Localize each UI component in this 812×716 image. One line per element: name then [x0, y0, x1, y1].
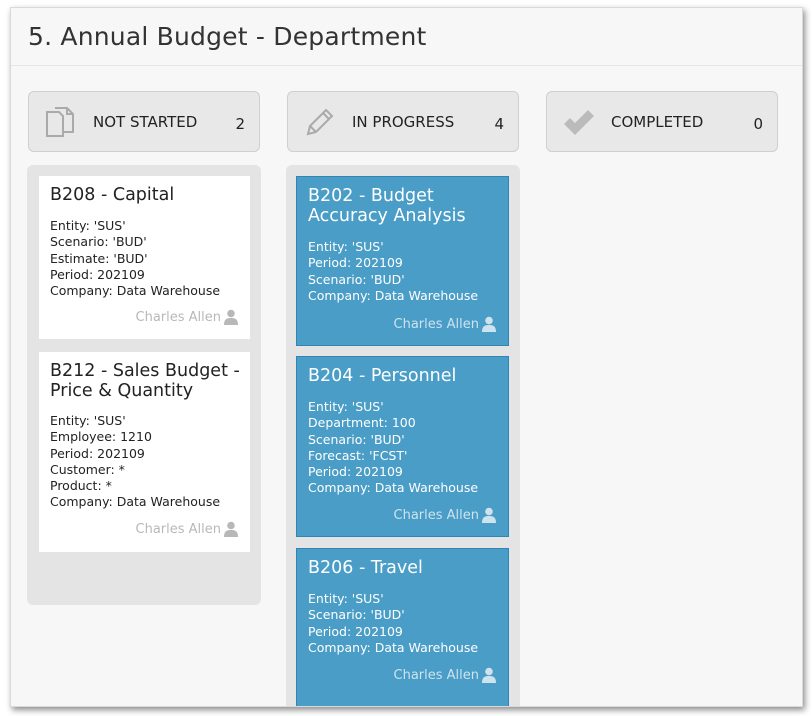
lane-not-started: B208 - Capital Entity: 'SUS' Scenario: '… [27, 165, 261, 605]
card-fields: Entity: 'SUS' Department: 100 Scenario: … [308, 399, 478, 497]
card-field: Entity: 'SUS' [308, 239, 384, 254]
column-header-completed[interactable]: COMPLETED 0 [546, 91, 778, 152]
checkmark-icon [564, 110, 594, 135]
card-field: Customer: * [50, 461, 125, 477]
card-field: Scenario: 'BUD' [308, 607, 405, 623]
user-icon [482, 667, 496, 683]
user-icon [224, 521, 238, 537]
owner-name: Charles Allen [393, 667, 480, 683]
card-field: Forecast: 'FCST' [308, 447, 408, 463]
user-icon [482, 507, 496, 523]
card-field: Company: Data Warehouse [50, 283, 221, 299]
column-count: 0 [753, 115, 763, 133]
task-card[interactable]: B202 - Budget Accuracy Analysis Entity: … [296, 176, 509, 346]
card-owner[interactable]: Charles Allen [393, 667, 496, 683]
card-field: Scenario: 'BUD' [308, 271, 405, 287]
card-owner[interactable]: Charles Allen [135, 309, 238, 325]
card-field: Period: 202109 [308, 464, 403, 480]
owner-name: Charles Allen [135, 521, 222, 537]
column-count: 4 [494, 115, 504, 133]
card-field: Company: Data Warehouse [308, 639, 479, 655]
lane-in-progress: B202 - Budget Accuracy Analysis Entity: … [286, 165, 520, 706]
card-field: Entity: 'SUS' [50, 413, 126, 428]
card-fields: Entity: 'SUS' Scenario: 'BUD' Period: 20… [308, 591, 478, 656]
card-field: Product: * [50, 478, 112, 494]
pencil-icon [306, 108, 334, 136]
card-title: B202 - Budget Accuracy Analysis [308, 186, 466, 226]
task-card[interactable]: B204 - Personnel Entity: 'SUS' Departmen… [296, 356, 509, 537]
column-label: IN PROGRESS [352, 113, 455, 131]
card-field: Company: Data Warehouse [308, 480, 479, 496]
column-label: NOT STARTED [93, 113, 198, 131]
card-fields: Entity: 'SUS' Period: 202109 Scenario: '… [308, 239, 478, 304]
card-field: Period: 202109 [50, 266, 145, 282]
card-field: Scenario: 'BUD' [50, 234, 147, 250]
card-field: Scenario: 'BUD' [308, 431, 405, 447]
card-field: Company: Data Warehouse [50, 494, 221, 510]
column-header-not-started[interactable]: NOT STARTED 2 [28, 91, 260, 152]
task-card[interactable]: B206 - Travel Entity: 'SUS' Scenario: 'B… [296, 548, 509, 706]
card-title: B204 - Personnel [308, 366, 457, 386]
column-count: 2 [235, 115, 245, 133]
card-owner[interactable]: Charles Allen [393, 507, 496, 523]
title-divider [11, 65, 802, 66]
card-owner[interactable]: Charles Allen [135, 521, 238, 537]
user-icon [224, 309, 238, 325]
page-title: 5. Annual Budget - Department [28, 22, 427, 51]
card-field: Entity: 'SUS' [308, 591, 384, 606]
card-fields: Entity: 'SUS' Employee: 1210 Period: 202… [50, 413, 220, 511]
task-card[interactable]: B212 - Sales Budget - Price & Quantity E… [39, 352, 250, 552]
card-fields: Entity: 'SUS' Scenario: 'BUD' Estimate: … [50, 218, 220, 299]
card-field: Company: Data Warehouse [308, 287, 479, 303]
card-title: B206 - Travel [308, 558, 423, 578]
owner-name: Charles Allen [135, 309, 222, 325]
task-card[interactable]: B208 - Capital Entity: 'SUS' Scenario: '… [39, 176, 250, 339]
documents-icon [46, 107, 74, 137]
card-field: Department: 100 [308, 415, 416, 431]
card-field: Estimate: 'BUD' [50, 250, 148, 266]
column-label: COMPLETED [611, 113, 704, 131]
card-field: Period: 202109 [308, 623, 403, 639]
card-field: Period: 202109 [308, 255, 403, 271]
column-header-in-progress[interactable]: IN PROGRESS 4 [287, 91, 519, 152]
card-field: Employee: 1210 [50, 429, 152, 445]
workflow-board: 5. Annual Budget - Department NOT STARTE… [10, 7, 803, 707]
owner-name: Charles Allen [393, 507, 480, 523]
card-field: Entity: 'SUS' [50, 218, 126, 233]
card-title: B208 - Capital [50, 185, 175, 205]
owner-name: Charles Allen [393, 316, 480, 332]
card-field: Period: 202109 [50, 445, 145, 461]
card-owner[interactable]: Charles Allen [393, 316, 496, 332]
user-icon [482, 316, 496, 332]
card-title: B212 - Sales Budget - Price & Quantity [50, 361, 240, 401]
card-field: Entity: 'SUS' [308, 399, 384, 414]
